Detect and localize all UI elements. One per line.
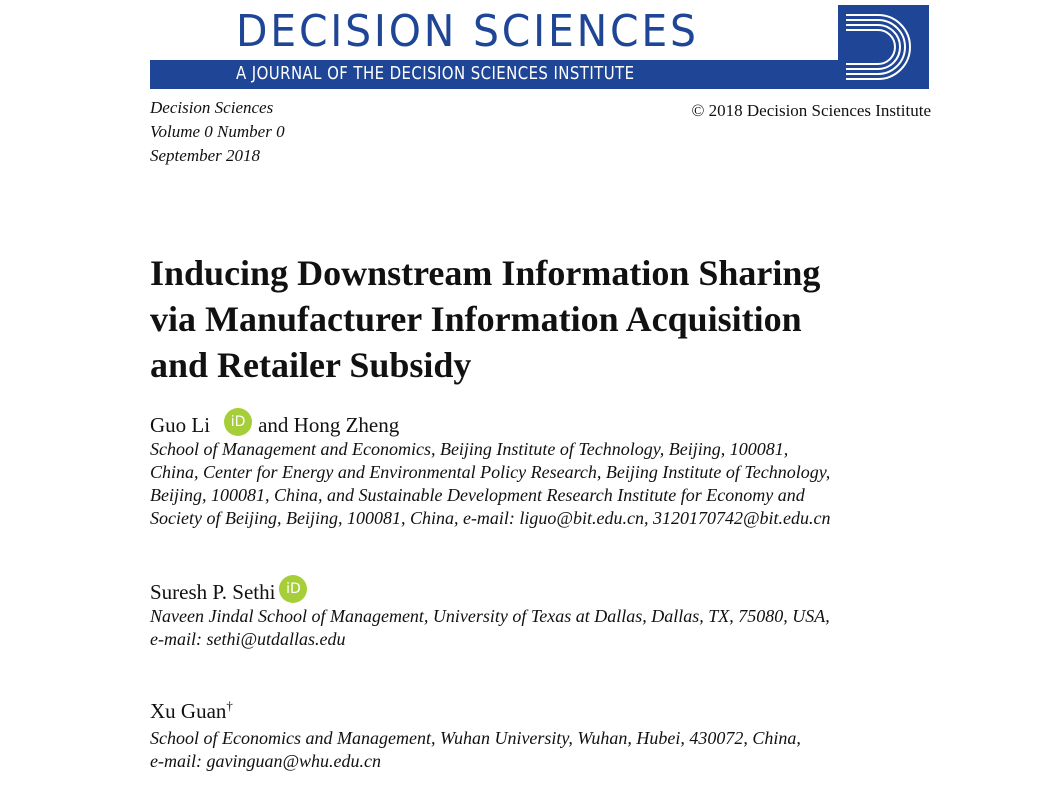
journal-name: DECISION SCIENCES (236, 6, 699, 57)
journal-logo-icon (838, 5, 929, 89)
author-name: Guo Li (150, 413, 211, 437)
affiliation-line: China, Center for Energy and Environment… (150, 462, 831, 482)
author-name: Suresh P. Sethi (150, 580, 276, 604)
affiliation-line: Society of Beijing, Beijing, 100081, Chi… (150, 508, 831, 528)
title-line: and Retailer Subsidy (150, 345, 472, 385)
title-line: via Manufacturer Information Acquisition (150, 299, 802, 339)
title-line: Inducing Downstream Information Sharing (150, 253, 821, 293)
copyright: © 2018 Decision Sciences Institute (691, 101, 931, 120)
affiliation-2: Naveen Jindal School of Management, Univ… (150, 605, 830, 651)
author-name: and Hong Zheng (258, 413, 400, 437)
paper-title: Inducing Downstream Information Sharing … (150, 250, 820, 388)
issue-date: September 2018 (150, 146, 261, 165)
journal-subtitle: A JOURNAL OF THE DECISION SCIENCES INSTI… (236, 63, 635, 84)
journal-name-meta: Decision Sciences (150, 98, 274, 117)
volume-info: Volume 0 Number 0 (150, 122, 285, 141)
author-name: Xu Guan (150, 699, 227, 723)
affiliation-3: School of Economics and Management, Wuha… (150, 727, 801, 773)
journal-banner-bar (150, 60, 838, 89)
author-line-3: Xu Guan† (150, 698, 233, 724)
affiliation-1: School of Management and Economics, Beij… (150, 438, 831, 530)
author-line-2: Suresh P. Sethi iD (150, 575, 313, 605)
affiliation-line: e-mail: gavinguan@whu.edu.cn (150, 751, 382, 771)
affiliation-line: e-mail: sethi@utdallas.edu (150, 629, 346, 649)
affiliation-line: School of Economics and Management, Wuha… (150, 728, 801, 748)
affiliation-line: Beijing, 100081, China, and Sustainable … (150, 485, 805, 505)
orcid-icon[interactable]: iD (224, 408, 253, 436)
affiliation-line: School of Management and Economics, Beij… (150, 439, 789, 459)
author-line-1: Guo Li iD and Hong Zheng (150, 408, 399, 438)
orcid-icon[interactable]: iD (279, 575, 308, 603)
affiliation-line: Naveen Jindal School of Management, Univ… (150, 606, 830, 626)
footnote-mark: † (226, 698, 233, 713)
